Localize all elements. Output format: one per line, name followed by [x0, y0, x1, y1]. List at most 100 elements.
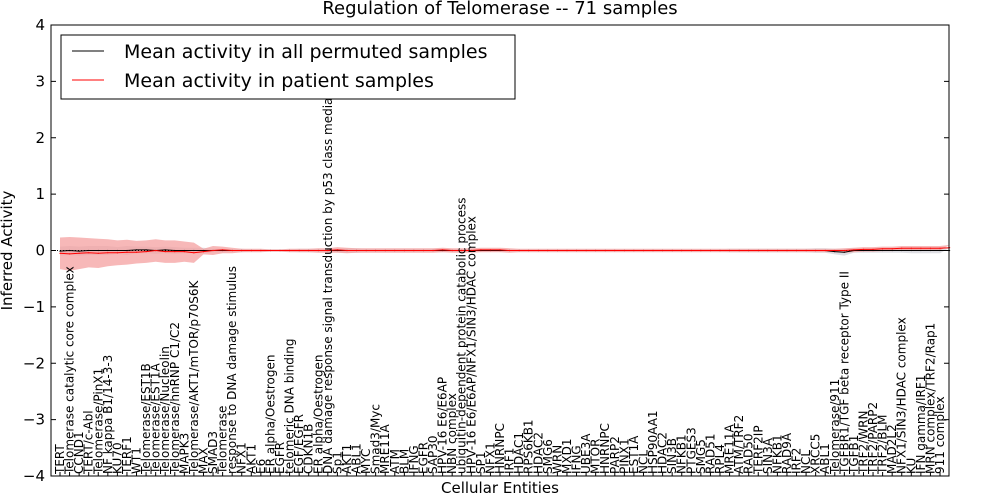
x-tick-label: TERF2IP: [751, 425, 765, 475]
data-point: [910, 247, 912, 249]
data-point: [910, 249, 912, 252]
data-point: [135, 249, 138, 251]
x-tick-label: HNRNPC: [598, 423, 612, 474]
data-point: [78, 250, 80, 252]
x-tick-label: response to DNA damage stimulus: [225, 266, 239, 474]
data-point: [614, 249, 616, 252]
x-tick-label: MRE11A: [378, 423, 392, 474]
data-point: [882, 249, 884, 252]
x-tick-label: KU: [904, 458, 918, 474]
data-point: [413, 249, 415, 252]
x-tick-label: CDKN1B: [302, 424, 316, 474]
x-axis-label: Cellular Entities: [441, 479, 559, 497]
x-tick-label: MRE11A: [723, 423, 737, 474]
x-tick-label: CCND1: [72, 431, 86, 474]
x-tick-label: Telomerase/PinX1: [91, 368, 105, 475]
data-point: [384, 249, 386, 252]
data-point: [719, 249, 721, 252]
x-tick-label: BLM: [397, 449, 411, 474]
x-tick-label: 911 complex: [933, 396, 947, 474]
data-point: [250, 249, 252, 252]
x-tick-label: RAD51: [703, 433, 717, 474]
data-point: [212, 249, 214, 252]
x-tick-label: ER alpha/Oestrogen: [311, 355, 325, 474]
data-point: [375, 249, 377, 252]
x-tick-label: SAP30: [426, 435, 440, 474]
y-tick-label: 0: [35, 242, 45, 260]
data-point: [116, 252, 118, 254]
x-tick-label: RAD50: [742, 433, 756, 474]
data-point: [231, 249, 233, 252]
plot-frame: [50, 24, 950, 477]
x-tick-label: MTOR: [589, 439, 603, 474]
x-tick-label: NF kappa B1/14-3-3: [101, 355, 115, 474]
x-tick-label: Telomerase: [216, 406, 230, 475]
data-point: [729, 249, 731, 252]
legend: Mean activity in all permuted samples Me…: [60, 34, 516, 100]
x-tick-label: IRF1: [503, 448, 517, 474]
data-point: [174, 249, 176, 252]
y-tick-label: −4: [23, 467, 45, 485]
data-point: [164, 249, 166, 251]
x-tick-label: NCL: [637, 450, 651, 474]
data-point: [891, 249, 893, 252]
data-point: [107, 249, 109, 252]
data-point: [862, 249, 865, 252]
series-line-1: [59, 247, 950, 255]
data-point: [681, 249, 683, 252]
x-tick-label: NBN complex: [445, 393, 459, 474]
data-point: [317, 249, 319, 252]
x-tick-label: MRN complex/TRF2/Rap1: [923, 323, 937, 474]
x-tick-label: TGFBR1/TGF beta receptor Type II: [837, 271, 851, 475]
data-point: [776, 249, 779, 252]
data-point: [939, 247, 941, 249]
x-tick-label: NCL: [799, 450, 813, 474]
data-point: [690, 249, 692, 252]
data-point: [432, 249, 434, 252]
x-tick-label: EGF/EGFR: [292, 414, 306, 474]
legend-label-patient: Mean activity in patient samples: [124, 70, 434, 92]
x-tick-label: TGFB1: [847, 435, 861, 475]
x-tick-label: IFNG: [407, 445, 421, 474]
x-tick-label: NFX1/SIN3/HDAC complex: [895, 317, 909, 474]
data-point: [862, 248, 865, 250]
x-tick-label: MYC: [359, 449, 373, 474]
x-tick-label: Telomerase/EST1A: [149, 362, 163, 475]
data-point: [633, 249, 635, 252]
data-point: [69, 253, 71, 255]
y-tick-label: 3: [35, 72, 45, 90]
y-tick-label: −2: [23, 354, 45, 372]
y-tick-label: −1: [23, 298, 45, 316]
x-tick-label: ABL1: [818, 443, 832, 474]
data-point: [116, 249, 118, 252]
data-point: [901, 247, 903, 249]
x-tick-label: ubiquitin-dependent protein catabolic pr…: [455, 198, 469, 474]
x-tick-label: NFX1: [483, 442, 497, 474]
data-point: [518, 249, 520, 252]
x-tick-label: TRF2/BLM: [876, 414, 890, 475]
x-tick-label: WRN: [550, 445, 564, 474]
data-point: [834, 251, 836, 253]
x-tick-label: AKT1: [244, 444, 258, 474]
data-point: [174, 251, 176, 253]
data-point: [882, 248, 884, 250]
x-tick-label: PINX1: [617, 438, 631, 474]
data-point: [193, 252, 195, 254]
x-tick-label: telomeric DNA binding: [283, 339, 297, 475]
x-tick-label: Smad3/Myc: [369, 404, 383, 474]
data-point: [805, 249, 807, 252]
x-tick-label: EGFR: [417, 442, 431, 474]
x-tick-label: Telomerase/hnRNP C1/C2: [168, 322, 182, 475]
data-point: [97, 249, 99, 252]
data-point: [537, 249, 539, 252]
data-point: [700, 249, 702, 252]
data-point: [528, 249, 530, 252]
data-point: [155, 249, 157, 252]
x-tick-label: TRF2/WRN: [857, 411, 871, 475]
data-point: [97, 252, 99, 254]
x-tick-label: TRF2/PARP2: [866, 402, 880, 475]
data-point: [241, 249, 243, 252]
x-tick-label: Telomerase/911: [828, 379, 842, 475]
y-tick-label: 2: [35, 129, 45, 147]
data-point: [929, 249, 932, 252]
